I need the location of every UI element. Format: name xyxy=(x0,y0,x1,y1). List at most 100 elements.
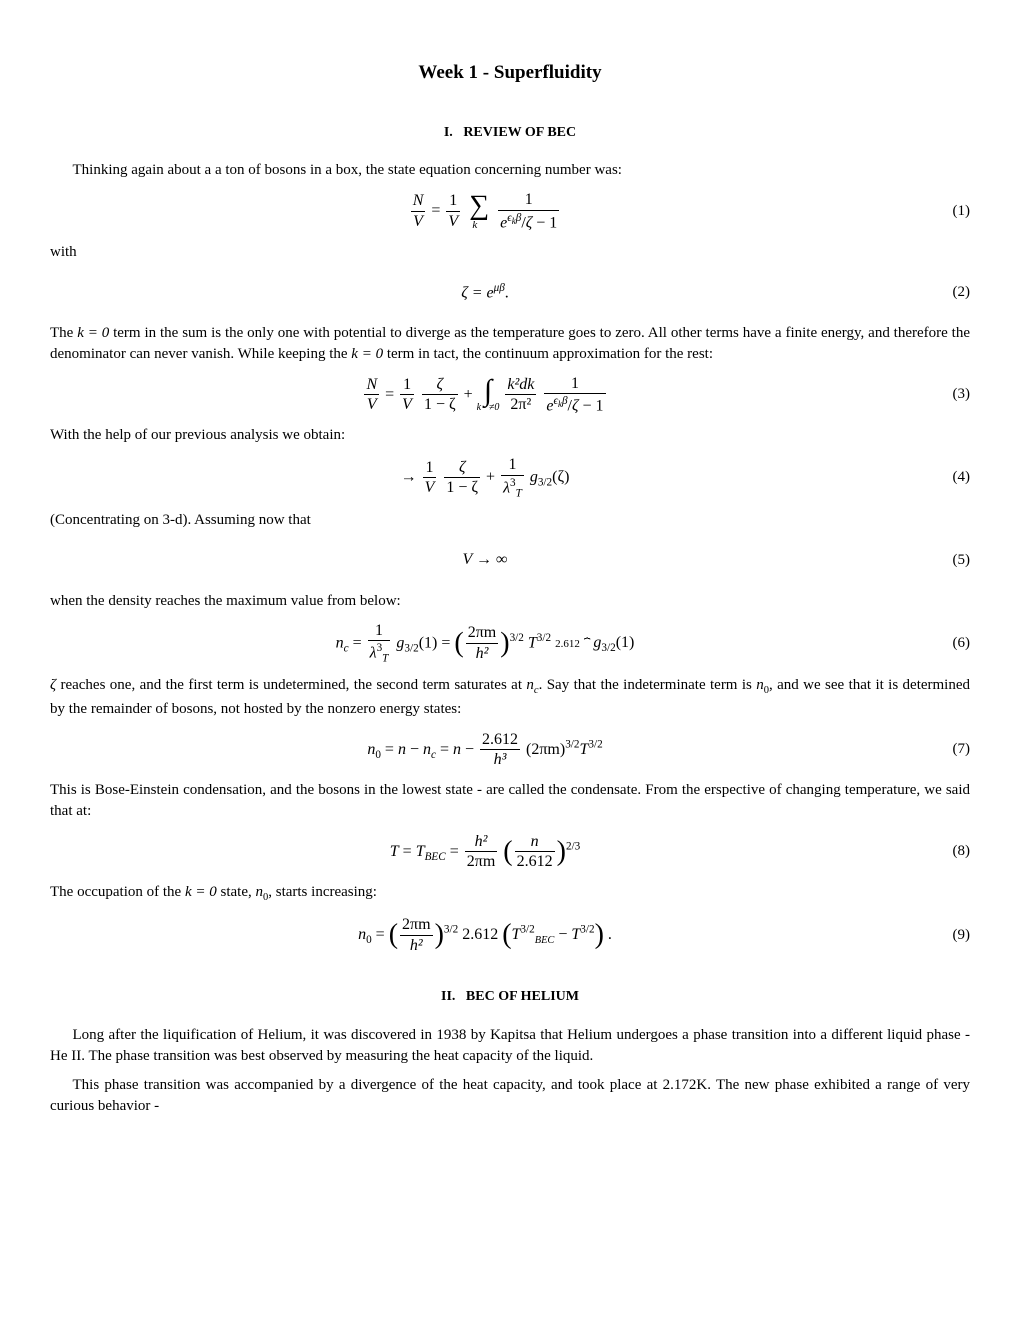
eq6-eq1: = xyxy=(353,634,366,651)
p9-n0: n xyxy=(255,884,263,900)
eq7-fd: h³ xyxy=(480,750,520,769)
eq7-n0s: 0 xyxy=(375,749,381,761)
p9b: state, xyxy=(217,884,256,900)
eq6-g2arg: (1) xyxy=(616,634,635,651)
eq7-body: n0 = n − nc = n − 2.612h³ (2πm)3/2T3/2 xyxy=(50,731,920,769)
eq9-TBexp: 3/2 xyxy=(520,924,534,936)
eq8-num: (8) xyxy=(920,841,970,862)
equation-6: nc = 1λ3T g3/2(1) = (2πmh²)3/2 T3/2 2.61… xyxy=(50,622,970,665)
eq4-1: 1 xyxy=(423,459,437,479)
eq3-k2d: 2π² xyxy=(505,395,536,414)
eq7-exp32b: 3/2 xyxy=(588,738,602,750)
eq7-2pm: (2πm) xyxy=(526,740,565,757)
eq6-obtop: 2.612 xyxy=(555,638,580,650)
eq9-c: 2.612 xyxy=(462,926,498,943)
equation-2: ζ = eμβ. (2) xyxy=(50,273,970,313)
eq9-T: T xyxy=(571,926,580,943)
section-2-title: BEC OF HELIUM xyxy=(466,989,579,1004)
eq4-zd: 1 − ζ xyxy=(444,478,480,497)
eq6-num: (6) xyxy=(920,633,970,654)
eq3-1: 1 xyxy=(400,376,414,396)
eq1-N: N xyxy=(413,192,424,209)
eq2-body: ζ = eμβ. xyxy=(50,281,920,305)
eq8-fn: h² xyxy=(465,833,498,853)
eq1-1: 1 xyxy=(446,192,460,212)
eq7-eq1: = xyxy=(385,740,398,757)
eq8-body: T = TBEC = h²2πm (n2.612)2/3 xyxy=(50,833,920,871)
eq6-eq2: = xyxy=(441,634,454,651)
eq9-dot: . xyxy=(608,926,612,943)
eq1-sum: ∑k⃗ xyxy=(469,192,489,231)
eq8-TB: T xyxy=(416,842,425,859)
eq6-tn: 2πm xyxy=(466,624,499,644)
eq7-min1: − xyxy=(410,740,423,757)
eq6-gsub: 3/2 xyxy=(404,642,418,654)
p9a: The occupation of the xyxy=(50,884,185,900)
eq3-num: (3) xyxy=(920,384,970,405)
para-2: with xyxy=(50,242,970,263)
para-4: With the help of our previous analysis w… xyxy=(50,425,970,446)
eq4-num1: 1 xyxy=(501,456,524,476)
para-3: The k = 0 term in the sum is the only on… xyxy=(50,323,970,365)
eq4-arrow: → xyxy=(401,469,421,486)
section-1-title: REVIEW OF BEC xyxy=(463,125,576,140)
eq9-num: (9) xyxy=(920,925,970,946)
eq9-TBs: BEC xyxy=(535,935,555,946)
eq6-lam: λ xyxy=(370,645,377,662)
section-1-num: I. xyxy=(444,125,453,140)
eq1-num1: 1 xyxy=(498,191,559,211)
p3c: term in tact, the continuum approximatio… xyxy=(383,346,713,362)
eq1-body: NV = 1V ∑k⃗ 1eϵkβ/ζ − 1 xyxy=(50,191,920,232)
eq4-plus: + xyxy=(486,469,499,486)
equation-4: → 1V ζ1 − ζ + 1λ3T g3/2(ζ) (4) xyxy=(50,456,970,499)
eq2-text: ζ = e xyxy=(461,284,493,301)
equation-5: V → ∞ (5) xyxy=(50,541,970,581)
eq7-eq2: = xyxy=(440,740,453,757)
eq4-V: V xyxy=(425,479,435,496)
p9c: , starts increasing: xyxy=(268,884,377,900)
eq7-n2: n xyxy=(453,740,461,757)
eq1-eq: = xyxy=(431,202,444,219)
p9-k0: k = 0 xyxy=(185,884,217,900)
eq8-fd: 2πm xyxy=(465,852,498,871)
eq8-T: T xyxy=(390,842,399,859)
eq7-nc: n xyxy=(423,740,431,757)
eq8-eq1: = xyxy=(403,842,416,859)
page-title: Week 1 - Superfluidity xyxy=(50,60,970,87)
eq2-dot: . xyxy=(505,284,509,301)
para-7: ζ reaches one, and the first term is und… xyxy=(50,675,970,720)
eq3-eq: = xyxy=(385,386,398,403)
eq6-T: T xyxy=(528,634,537,651)
eq4-garg: (ζ) xyxy=(552,469,569,486)
eq4-lam: λ xyxy=(503,479,510,496)
eq4-body: → 1V ζ1 − ζ + 1λ3T g3/2(ζ) xyxy=(50,456,920,499)
eq1-sumsub: k⃗ xyxy=(469,220,489,231)
p7b: . Say that the indeterminate term is xyxy=(539,677,757,693)
eq3-plus: + xyxy=(464,386,477,403)
para-10: Long after the liquification of Helium, … xyxy=(50,1025,970,1067)
eq3-zn: ζ xyxy=(422,376,458,396)
equation-3: NV = 1V ζ1 − ζ + ∫k⃗≠0 k²dk2π² 1eϵkβ/ζ −… xyxy=(50,375,970,416)
eq4-zn: ζ xyxy=(444,459,480,479)
eq1-V: V xyxy=(413,213,423,230)
eq4-num: (4) xyxy=(920,467,970,488)
eq1-num: (1) xyxy=(920,201,970,222)
eq9-Texp: 3/2 xyxy=(580,924,594,936)
eq6-num1: 1 xyxy=(368,622,391,642)
eq5-text: V → ∞ xyxy=(463,551,508,568)
eq6-exp32: 3/2 xyxy=(510,632,524,644)
eq4-g: g xyxy=(530,469,538,486)
eq3-k2n: k²dk xyxy=(505,376,536,396)
eq2-num: (2) xyxy=(920,282,970,303)
eq8-exp23: 2/3 xyxy=(566,840,580,852)
eq3-zd: 1 − ζ xyxy=(422,395,458,414)
eq6-nc: n xyxy=(336,634,344,651)
eq1-V2: V xyxy=(448,213,458,230)
eq8-nn: n xyxy=(515,833,555,853)
eq6-Texp: 3/2 xyxy=(537,632,551,644)
eq2-exp: μβ xyxy=(494,282,505,294)
p7-n0: n xyxy=(756,677,764,693)
equation-1: NV = 1V ∑k⃗ 1eϵkβ/ζ − 1 (1) xyxy=(50,191,970,232)
para-5: (Concentrating on 3-d). Assuming now tha… xyxy=(50,510,970,531)
para-8: This is Bose-Einstein condensation, and … xyxy=(50,780,970,822)
